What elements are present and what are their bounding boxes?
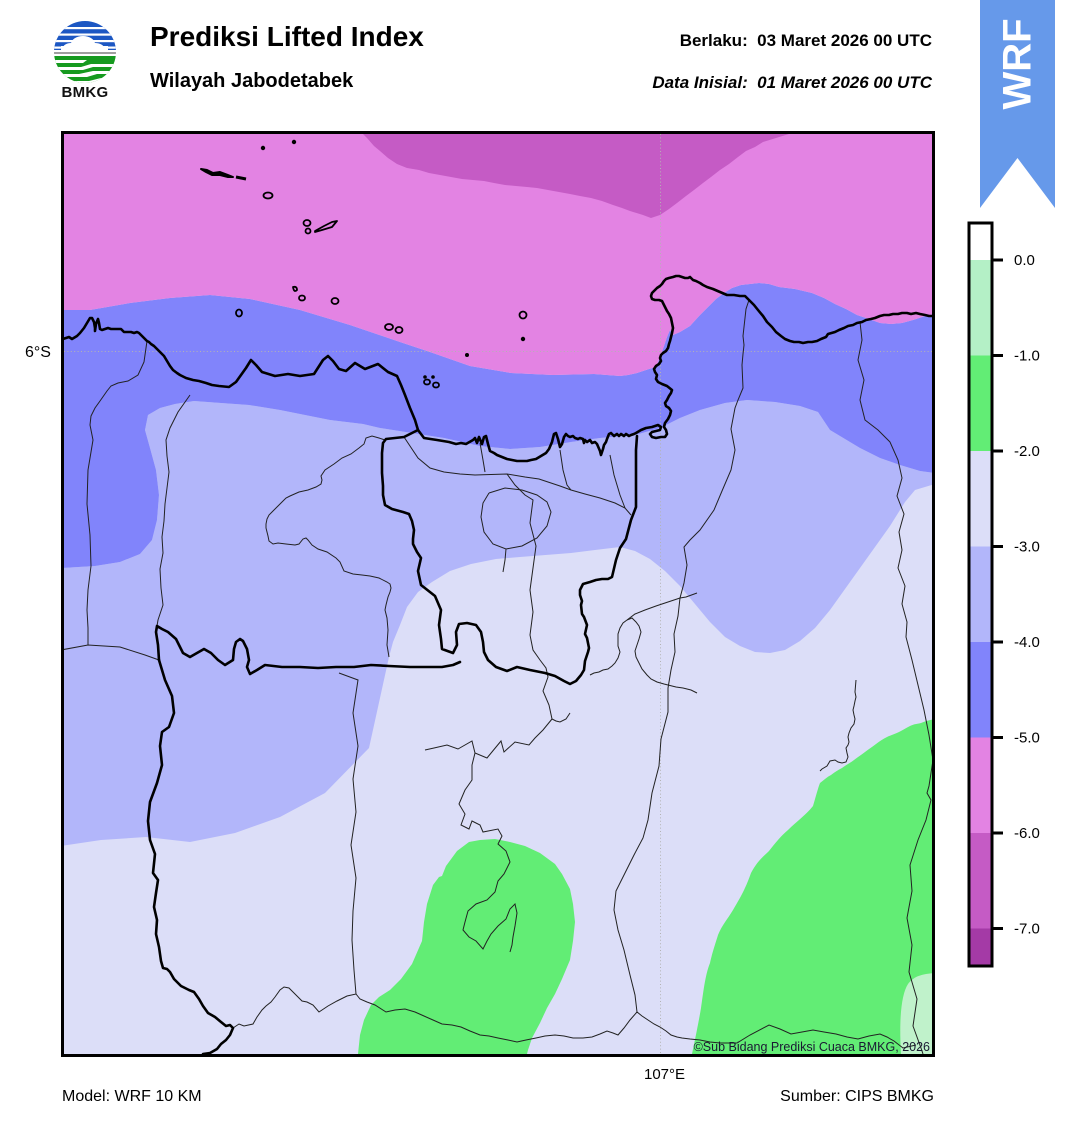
svg-text:WRF: WRF bbox=[996, 18, 1040, 109]
svg-text:-2.0: -2.0 bbox=[1014, 443, 1040, 460]
svg-text:-5.0: -5.0 bbox=[1014, 730, 1040, 747]
svg-text:0.0: 0.0 bbox=[1014, 252, 1035, 269]
svg-text:-3.0: -3.0 bbox=[1014, 539, 1040, 556]
svg-text:-4.0: -4.0 bbox=[1014, 634, 1040, 651]
svg-text:©Sub Bidang Prediksi Cuaca BMK: ©Sub Bidang Prediksi Cuaca BMKG, 2026 bbox=[694, 1040, 930, 1054]
svg-text:-7.0: -7.0 bbox=[1014, 921, 1040, 938]
svg-text:-6.0: -6.0 bbox=[1014, 825, 1040, 842]
svg-text:-1.0: -1.0 bbox=[1014, 348, 1040, 365]
